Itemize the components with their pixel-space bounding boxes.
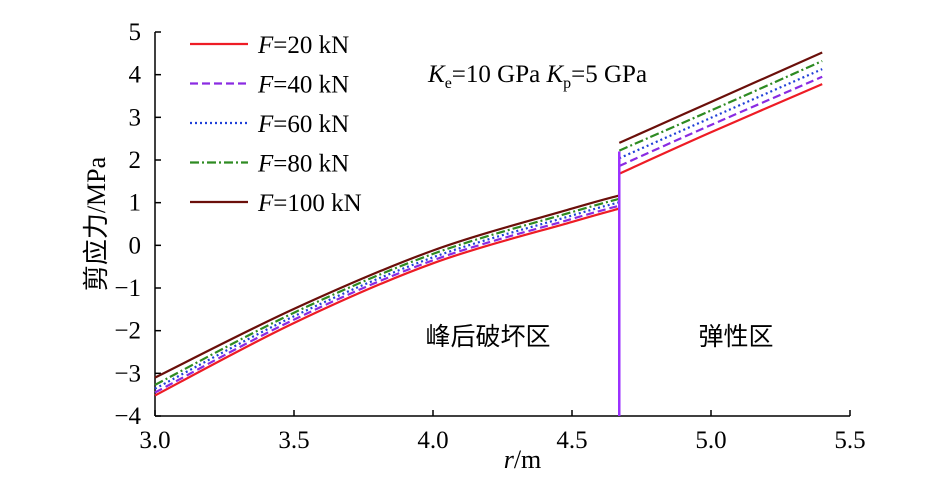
region-label-elastic: 弹性区 (698, 322, 773, 351)
y-axis-title: 剪应力/MPa (82, 156, 111, 291)
y-tick-label: 0 (129, 232, 142, 259)
series-line-1 (618, 83, 823, 175)
series-line-2 (618, 75, 823, 168)
x-axis-title: r/m (504, 445, 542, 474)
legend-label-5: F=100 kN (257, 190, 362, 217)
legend-label-2: F=40 kN (257, 72, 349, 99)
series-line-2 (154, 204, 620, 394)
series-line-3 (154, 201, 620, 390)
x-tick-label: 5.5 (834, 427, 865, 454)
series-line-4 (154, 197, 620, 386)
series-line-3 (618, 68, 823, 160)
y-tick-label: 1 (129, 190, 142, 217)
series-layer (154, 51, 823, 416)
legend-label-1: F=20 kN (257, 32, 349, 59)
y-tick-label: −4 (114, 403, 141, 430)
x-tick-label: 4.5 (556, 427, 587, 454)
series-line-5 (154, 194, 620, 379)
stiffness-annotation: Ke=10 GPa Kp=5 GPa (427, 61, 647, 92)
legend: F=20 kN F=40 kN F=60 kN F=80 kN F=100 kN (190, 32, 362, 217)
labels-group: 3.0 3.5 4.0 4.5 5.0 5.5 −4 −3 −2 −1 0 1 2 3 4 5 r/m 剪应力/M… (82, 19, 866, 474)
x-tick-label: 3.5 (278, 427, 309, 454)
axes-group (154, 31, 851, 417)
series-line-4 (618, 59, 823, 152)
x-tick-label: 4.0 (417, 427, 448, 454)
x-tick-label: 3.0 (139, 427, 170, 454)
series-line-5 (618, 51, 823, 144)
series-line-1 (154, 207, 620, 397)
x-tick-label: 5.0 (695, 427, 726, 454)
y-tick-label: 5 (129, 19, 142, 46)
y-tick-label: 2 (129, 147, 142, 174)
region-label-post-peak: 峰后破坏区 (425, 322, 550, 351)
y-tick-label: 4 (129, 62, 142, 89)
y-tick-label: −1 (114, 275, 141, 302)
y-tick-label: 3 (129, 104, 142, 131)
y-tick-label: −3 (114, 360, 141, 387)
legend-label-3: F=60 kN (257, 111, 349, 138)
y-tick-label: −2 (114, 318, 141, 345)
legend-label-4: F=80 kN (257, 151, 349, 178)
